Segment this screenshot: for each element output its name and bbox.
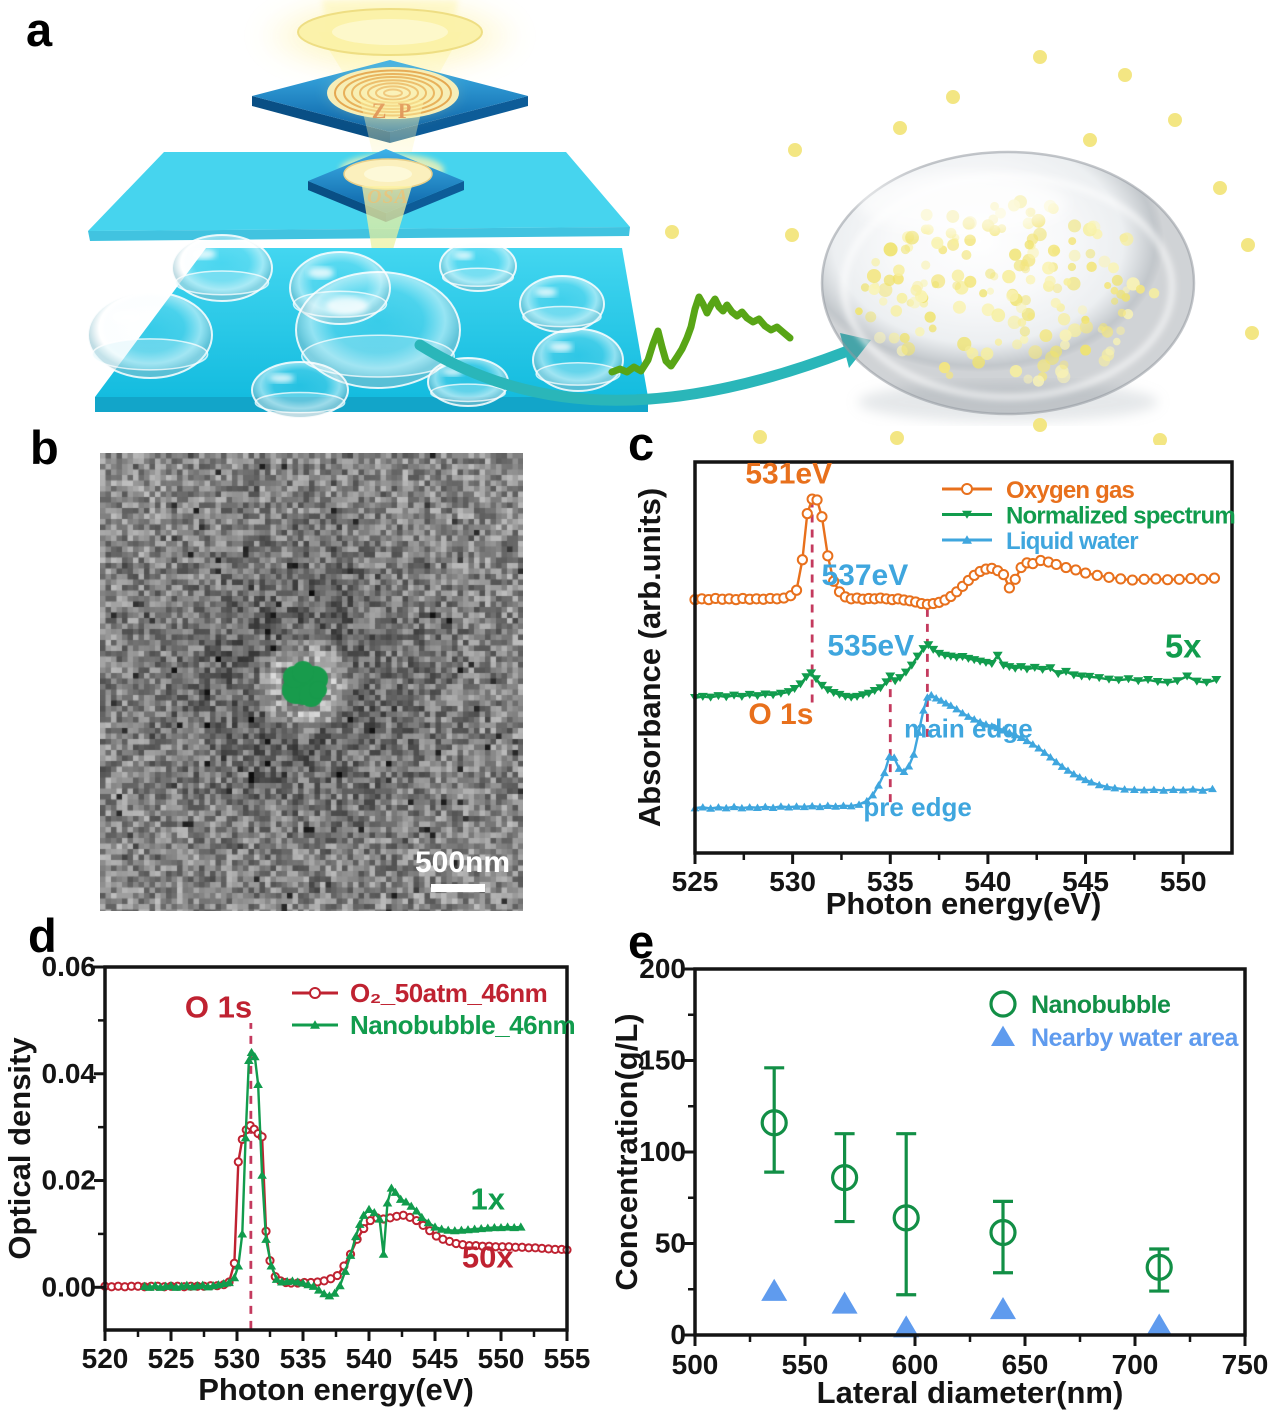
svg-text:600: 600: [892, 1349, 939, 1380]
svg-text:550: 550: [782, 1349, 829, 1380]
svg-text:530: 530: [769, 866, 816, 897]
spectrum-curve-sketch: [608, 293, 794, 376]
svg-text:Photon energy(eV): Photon energy(eV): [826, 886, 1102, 921]
svg-text:550: 550: [478, 1343, 525, 1374]
svg-text:100: 100: [639, 1136, 686, 1167]
panel-label-a: a: [26, 3, 53, 56]
svg-text:O 1s: O 1s: [185, 990, 252, 1025]
svg-text:Absorbance (arb.units): Absorbance (arb.units): [632, 488, 667, 827]
experiment-schematic: Z P OSA: [87, 0, 1259, 445]
svg-text:O₂_50atm_46nm: O₂_50atm_46nm: [350, 978, 547, 1008]
panel-label-c: c: [628, 417, 655, 470]
svg-text:650: 650: [1002, 1349, 1049, 1380]
svg-text:Liquid water: Liquid water: [1006, 528, 1138, 555]
svg-text:550: 550: [1160, 866, 1207, 897]
svg-text:535: 535: [867, 866, 914, 897]
svg-text:pre edge: pre edge: [863, 792, 971, 822]
svg-text:Normalized spectrum: Normalized spectrum: [1006, 503, 1235, 530]
svg-text:Nanobubble: Nanobubble: [1031, 991, 1171, 1019]
nanobubble-sample-slab: [87, 234, 648, 419]
svg-text:525: 525: [672, 866, 719, 897]
svg-text:700: 700: [1112, 1349, 1159, 1380]
panel-label-e: e: [628, 915, 655, 968]
svg-text:535eV: 535eV: [827, 630, 914, 663]
svg-text:O 1s: O 1s: [748, 698, 813, 731]
svg-text:Lateral diameter(nm): Lateral diameter(nm): [817, 1375, 1124, 1410]
svg-text:main edge: main edge: [904, 714, 1033, 744]
svg-text:200: 200: [639, 953, 686, 984]
svg-text:530: 530: [214, 1343, 261, 1374]
xray-beam-mid: [360, 100, 424, 168]
svg-text:555: 555: [544, 1343, 591, 1374]
svg-text:540: 540: [346, 1343, 393, 1374]
chart-absorbance-spectra: 525 530 535 540 545 550 Photon energy(eV) Absor…: [632, 458, 1236, 921]
panel-label-d: d: [28, 909, 57, 962]
scale-bar: [431, 884, 485, 892]
svg-text:531eV: 531eV: [745, 458, 832, 491]
chart-concentration-vs-diameter: 500 550 600 650 700 750 0 50 100 150 200 Lateral di…: [615, 953, 1268, 1410]
svg-text:5x: 5x: [1165, 628, 1202, 665]
svg-text:150: 150: [639, 1045, 686, 1076]
xray-beam-top: [255, 0, 525, 90]
panel-label-b: b: [30, 421, 59, 474]
svg-text:Oxygen gas: Oxygen gas: [1006, 477, 1135, 504]
svg-text:50x: 50x: [462, 1240, 514, 1275]
chart-optical-density: 520 525 530 535 540 545 550 555 0.00 0.02 0.04 0.06…: [2, 951, 591, 1407]
svg-text:Nanobubble_46nm: Nanobubble_46nm: [350, 1010, 575, 1040]
svg-text:537eV: 537eV: [822, 559, 909, 592]
svg-text:Photon energy(eV): Photon energy(eV): [198, 1372, 474, 1407]
gas-molecules-outside: [665, 50, 1259, 445]
svg-text:0: 0: [670, 1319, 686, 1350]
svg-text:545: 545: [1062, 866, 1109, 897]
scale-bar-label: 500nm: [414, 846, 511, 879]
svg-text:Concentration(g/L): Concentration(g/L): [615, 1013, 644, 1290]
svg-text:535: 535: [280, 1343, 327, 1374]
stxm-image: [100, 453, 523, 911]
zone-plate: Z P: [252, 60, 528, 143]
svg-text:0.02: 0.02: [42, 1165, 97, 1196]
svg-text:0.04: 0.04: [42, 1058, 97, 1089]
svg-text:540: 540: [965, 866, 1012, 897]
nanobubble-array: [87, 234, 624, 419]
svg-text:1x: 1x: [471, 1181, 506, 1216]
svg-text:750: 750: [1222, 1349, 1268, 1380]
svg-text:525: 525: [148, 1343, 195, 1374]
svg-text:520: 520: [82, 1343, 129, 1374]
svg-text:0.00: 0.00: [42, 1271, 97, 1302]
nanobubble-3d: [665, 50, 1259, 445]
svg-text:50: 50: [655, 1228, 686, 1259]
svg-text:500: 500: [672, 1349, 719, 1380]
svg-text:545: 545: [412, 1343, 459, 1374]
svg-text:0.06: 0.06: [42, 951, 97, 982]
svg-text:Optical density: Optical density: [2, 1037, 37, 1260]
svg-text:Nearby water area: Nearby water area: [1031, 1024, 1240, 1052]
